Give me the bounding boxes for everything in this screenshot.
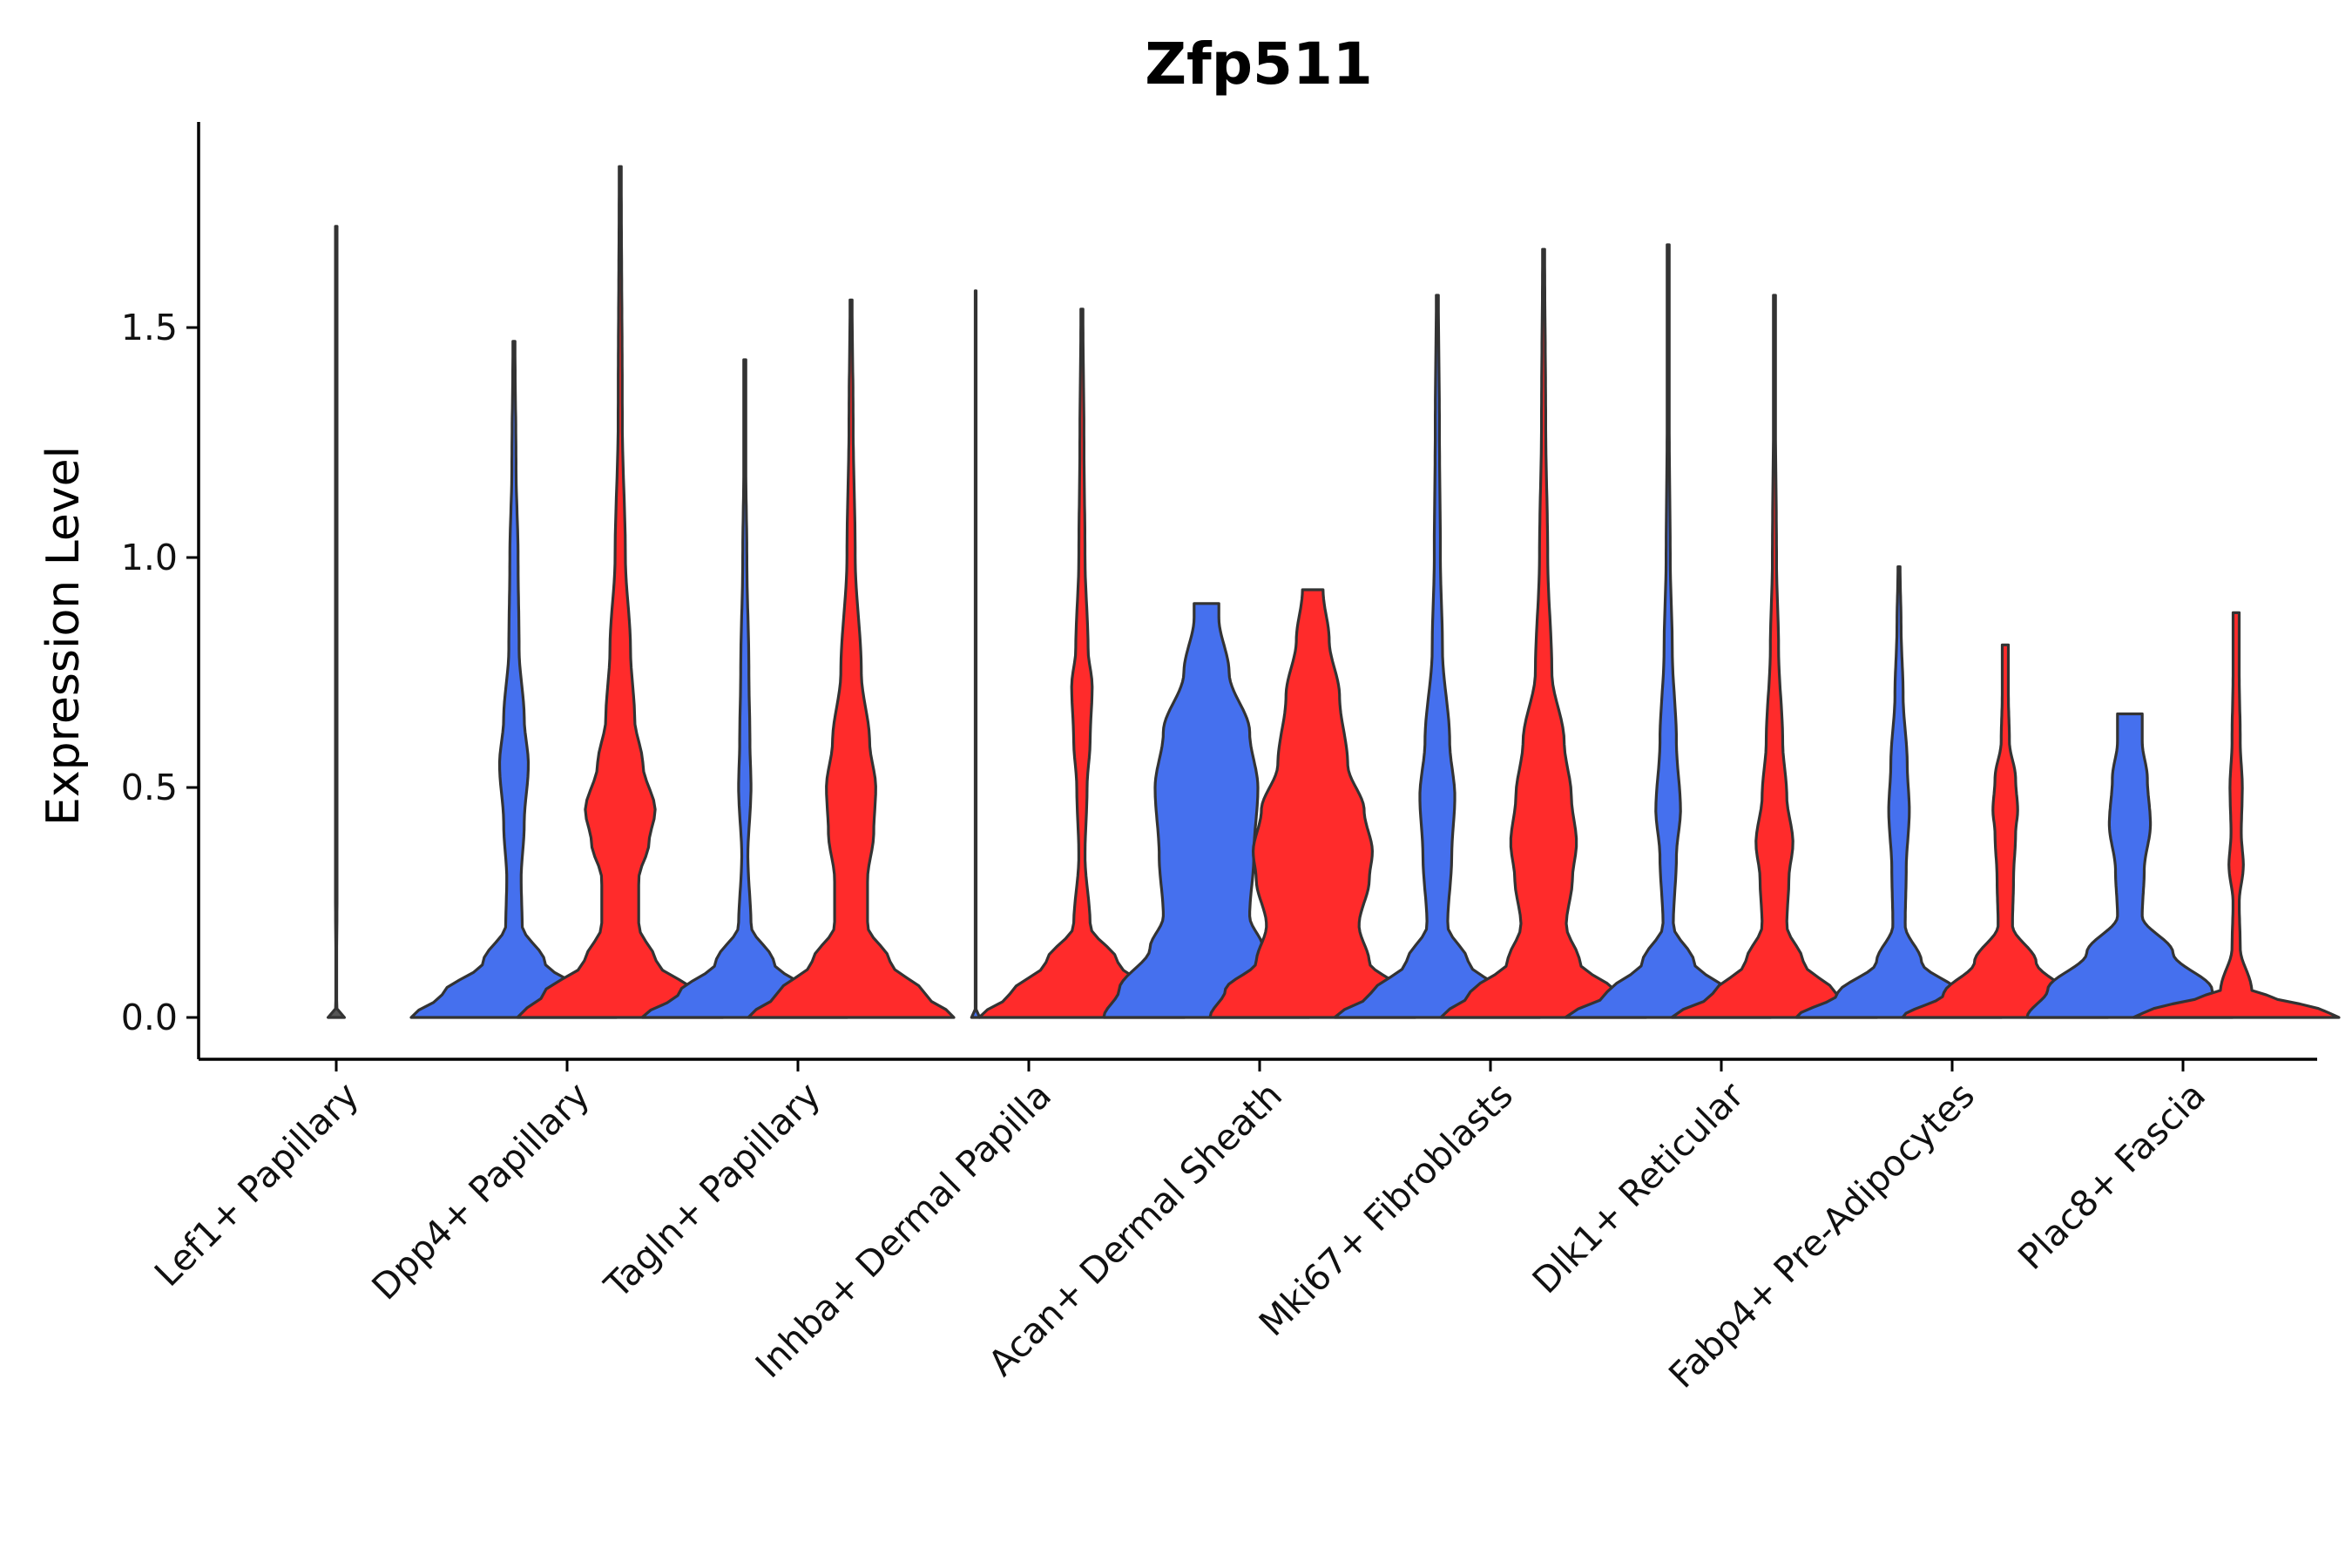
y-tick-label-1: 0.5 bbox=[121, 767, 178, 808]
violin-group1-3 bbox=[970, 289, 982, 1019]
y-ticks-layer: 0.0 0.5 1.0 1.5 bbox=[121, 307, 199, 1038]
violin-group1-2 bbox=[640, 358, 849, 1019]
violin-group1-5 bbox=[1333, 294, 1542, 1019]
violin-group1-1 bbox=[409, 340, 618, 1019]
violin-group1-4 bbox=[1102, 602, 1311, 1019]
violin-group1-0 bbox=[327, 225, 346, 1019]
violins-layer bbox=[327, 165, 2341, 1019]
violin-group2-8 bbox=[2132, 611, 2341, 1019]
violin-group2-2 bbox=[747, 298, 956, 1019]
violin-group1-7 bbox=[1794, 565, 2004, 1019]
y-tick-label-3: 1.5 bbox=[121, 307, 178, 348]
violin-group2-4 bbox=[1208, 588, 1417, 1019]
axes-layer bbox=[197, 122, 2317, 1061]
violin-group2-5 bbox=[1439, 247, 1648, 1019]
y-tick-label-2: 1.0 bbox=[121, 537, 178, 578]
violin-group1-6 bbox=[1564, 243, 1773, 1019]
violin-group1-8 bbox=[2025, 712, 2234, 1019]
y-axis-label: Expression Level bbox=[37, 446, 90, 826]
violin-group2-1 bbox=[516, 165, 725, 1019]
y-tick-label-0: 0.0 bbox=[121, 997, 178, 1038]
violin-group2-3 bbox=[977, 308, 1186, 1019]
violin-group2-6 bbox=[1670, 294, 1879, 1019]
chart-title: Zfp511 bbox=[1145, 30, 1373, 98]
violin-group2-7 bbox=[1901, 643, 2110, 1019]
